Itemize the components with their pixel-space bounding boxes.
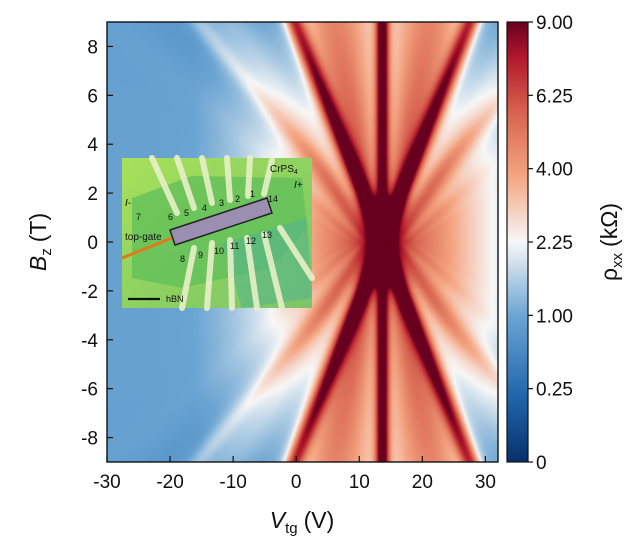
colorbar-tick-label: 4.00	[536, 160, 573, 181]
colorbar-tick-label: 2.25	[536, 233, 573, 254]
y-tick-label: -8	[81, 429, 98, 450]
inset-contact-label: 4	[202, 203, 207, 213]
y-tick-label: 6	[87, 86, 98, 107]
colorbar-subscript: xx	[609, 252, 626, 268]
x-tick-label: 20	[412, 472, 433, 493]
inset-contact-label: 3	[219, 198, 224, 208]
x-tick-label: -20	[156, 472, 183, 493]
inset-substrate-label: hBN	[166, 294, 184, 304]
inset-contact-label: 13	[262, 230, 272, 240]
y-symbol: B	[25, 256, 51, 271]
colorbar-gradient	[506, 21, 529, 463]
y-tick-label: 8	[87, 37, 98, 58]
colorbar-tick-label: 1.00	[536, 306, 573, 327]
colorbar-tick-label: 0.25	[536, 380, 573, 401]
y-tick-label: 2	[87, 184, 98, 205]
inset-contact-label: 5	[184, 208, 189, 218]
colorbar-tick-label: 0	[536, 453, 547, 474]
y-unit: (T)	[25, 213, 51, 242]
y-tick-label: 0	[87, 233, 98, 254]
x-tick-label: 10	[349, 472, 370, 493]
inset-current-out-label: I+	[294, 180, 303, 191]
colorbar-symbol: ρ	[596, 268, 622, 281]
inset-material-label: CrPS4	[270, 164, 298, 176]
inset-gate-label: top-gate	[125, 232, 162, 243]
colorbar-tick-label: 6.25	[536, 86, 573, 107]
inset-contact-label: 9	[198, 250, 203, 260]
inset-current-in-label: I-	[125, 198, 132, 209]
x-tick-label: -30	[93, 472, 120, 493]
y-tick-label: 4	[87, 135, 98, 156]
x-subscript: tg	[285, 520, 298, 537]
y-tick-label: -6	[81, 380, 98, 401]
inset-device-image: CrPS4 top-gate hBN I- I+ 6 5 4 3 2 1 8 9 10 11 12 1…	[121, 155, 315, 311]
inset-contact-label: 2	[235, 194, 240, 204]
inset-contact-label: 7	[136, 212, 141, 222]
y-axis: -8 -6 -4 -2 0 2 4 6 8	[81, 37, 113, 450]
inset-contact-label: 1	[250, 189, 255, 199]
inset-contact-label: 11	[230, 241, 239, 251]
y-tick-label: -2	[81, 282, 98, 303]
colorbar-ticks: 0 0.25 1.00 2.25 4.00 6.25 9.00	[528, 13, 573, 474]
x-tick-label: 0	[291, 472, 302, 493]
inset-electrodes	[149, 155, 315, 311]
inset-contact-label: 14	[268, 194, 278, 204]
y-subscript: z	[38, 248, 55, 256]
inset-top-gate-line	[121, 236, 173, 260]
inset-contact-label: 12	[246, 236, 256, 246]
x-tick-label: 30	[475, 472, 496, 493]
colorbar-label: ρxx (kΩ)	[596, 203, 626, 281]
colorbar-unit: (kΩ)	[596, 203, 622, 247]
x-tick-label: -10	[219, 472, 246, 493]
x-axis-label: Vtg (V)	[270, 507, 335, 537]
inset-contact-label: 8	[180, 254, 185, 264]
inset-channel	[169, 197, 273, 246]
colorbar: 0 0.25 1.00 2.25 4.00 6.25 9.00 ρxx (kΩ)	[506, 13, 626, 474]
x-axis: -30 -20 -10 0 10 20 30	[93, 456, 496, 493]
inset-contact-label: 6	[168, 212, 173, 222]
y-axis-label: Bz (T)	[25, 213, 55, 271]
x-symbol: V	[270, 507, 288, 533]
y-tick-label: -4	[81, 331, 98, 352]
inset-contact-labels: 6 5 4 3 2 1 8 9 10 11 12 13 14 7	[136, 189, 278, 264]
x-unit: (V)	[304, 507, 335, 533]
colorbar-tick-label: 9.00	[536, 13, 573, 34]
inset-contact-label: 10	[214, 246, 224, 256]
